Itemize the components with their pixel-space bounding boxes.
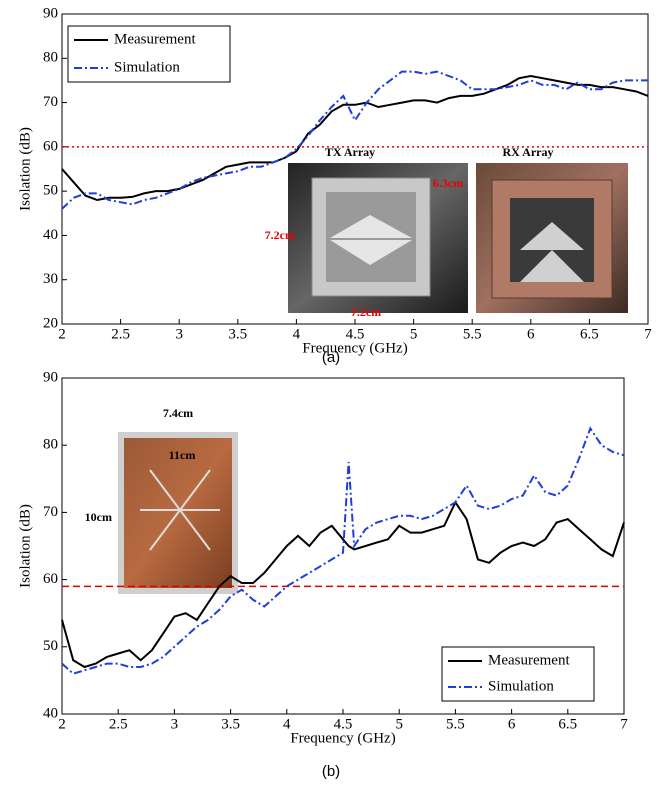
legend-label: Simulation — [488, 678, 554, 694]
y-tick-label: 70 — [43, 94, 58, 110]
y-tick-label: 80 — [43, 437, 58, 453]
annotation: 11cm — [169, 448, 196, 462]
y-tick-label: 40 — [43, 705, 58, 721]
y-axis-label: Isolation (dB) — [17, 504, 33, 588]
legend-box — [67, 25, 231, 83]
x-tick-label: 2.5 — [109, 716, 128, 732]
y-tick-label: 90 — [43, 369, 58, 385]
y-tick-label: 60 — [43, 138, 58, 154]
series-line — [61, 426, 625, 675]
annotation: 7.4cm — [163, 406, 193, 420]
chart-b: 40 50 60 70 80 90 2 2.5 3 3.5 4 4.5 5 5.5 6 6.5 7 Frequen… — [17, 369, 628, 780]
photo-tx — [288, 163, 468, 313]
y-tick-label: 50 — [43, 183, 58, 199]
x-tick-label: 6.5 — [558, 716, 577, 732]
x-tick-label: 5.5 — [463, 326, 482, 342]
y-tick-label: 70 — [43, 504, 58, 520]
y-tick-label: 80 — [43, 50, 58, 66]
annotation: 10cm — [85, 510, 112, 524]
annotation: 7.2cm — [265, 228, 295, 242]
x-tick-label: 2 — [58, 716, 66, 732]
x-tick-label: 3.5 — [221, 716, 240, 732]
caption: (a) — [322, 349, 340, 366]
x-tick-label: 4.5 — [346, 326, 365, 342]
y-axis-label: Isolation (dB) — [17, 127, 33, 211]
series-line — [61, 500, 625, 669]
x-tick-label: 2.5 — [111, 326, 130, 342]
y-tick-label: 60 — [43, 571, 58, 587]
chart-a: 20 30 40 50 60 70 80 90 2 2.5 3 3.5 4 4.5 5 5.5 6 6.5 7 Fre… — [17, 5, 652, 366]
legend-label: Simulation — [114, 59, 180, 75]
y-tick-label: 20 — [43, 315, 58, 331]
annotation: 6.3cm — [433, 176, 463, 190]
annotation: TX Array — [325, 145, 375, 159]
x-tick-label: 5 — [410, 326, 418, 342]
annotation: 7.2cm — [351, 305, 381, 319]
x-tick-label: 3 — [171, 716, 179, 732]
x-tick-label: 3 — [175, 326, 183, 342]
x-tick-label: 4 — [293, 326, 301, 342]
series-line — [61, 74, 649, 202]
x-tick-label: 6 — [527, 326, 535, 342]
x-axis-label: Frequency (GHz) — [302, 340, 407, 356]
x-tick-label: 7 — [620, 716, 628, 732]
annotation: RX Array — [503, 145, 554, 159]
legend-label: Measurement — [114, 31, 196, 47]
x-tick-label: 5 — [395, 716, 403, 732]
x-tick-label: 5.5 — [446, 716, 465, 732]
photo-rx — [476, 163, 628, 313]
x-tick-label: 3.5 — [228, 326, 247, 342]
x-tick-label: 6.5 — [580, 326, 599, 342]
x-tick-label: 2 — [58, 326, 66, 342]
x-axis-label: Frequency (GHz) — [290, 730, 395, 746]
photo-board — [118, 432, 238, 594]
caption: (b) — [322, 763, 340, 780]
x-tick-label: 4 — [283, 716, 291, 732]
x-tick-label: 4.5 — [334, 716, 353, 732]
legend-box — [441, 646, 595, 702]
x-tick-label: 6 — [508, 716, 516, 732]
y-tick-label: 30 — [43, 271, 58, 287]
x-tick-label: 7 — [644, 326, 652, 342]
y-tick-label: 90 — [43, 5, 58, 21]
y-tick-label: 40 — [43, 227, 58, 243]
legend-label: Measurement — [488, 652, 570, 668]
y-tick-label: 50 — [43, 638, 58, 654]
